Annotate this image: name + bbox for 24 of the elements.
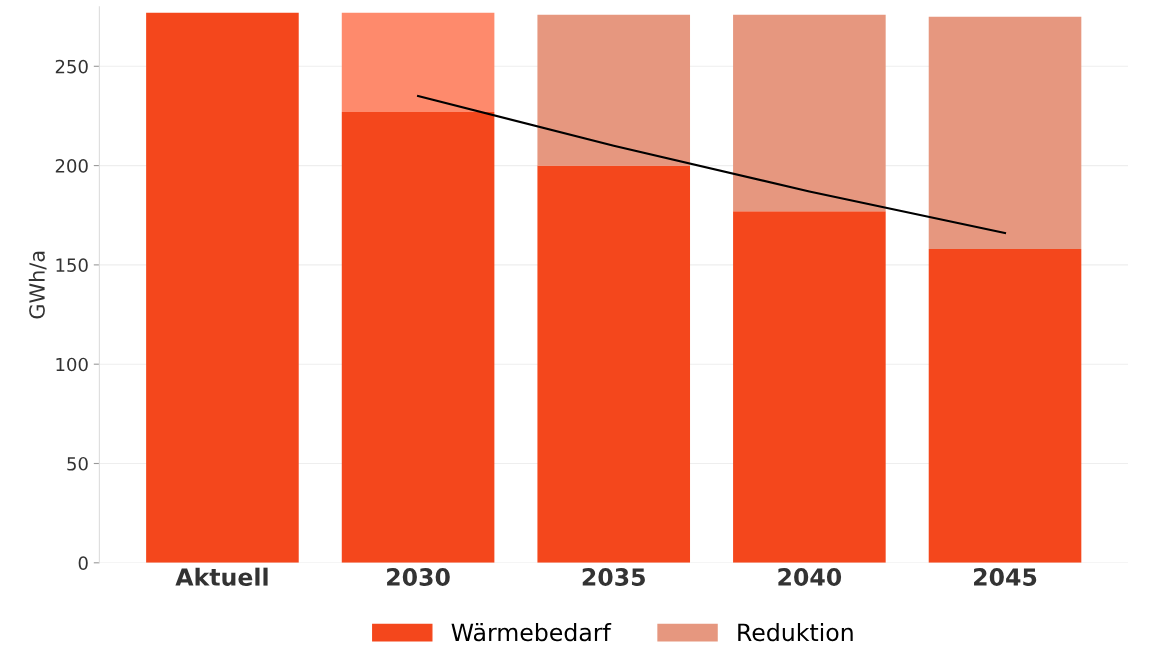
y-tick-label: 0 (78, 556, 88, 570)
x-tick-label: 2045 (974, 568, 1037, 586)
legend-label: Reduktion (738, 622, 853, 642)
bar (537, 14, 691, 166)
bar (537, 165, 691, 563)
y-axis-title: GWh/a (28, 251, 47, 319)
y-tick-label: 200 (55, 159, 88, 173)
x-tick-label: 2030 (387, 568, 450, 586)
y-tick-label: 150 (56, 258, 88, 273)
legend-label: Wärmebedarf (451, 622, 612, 642)
bar (928, 16, 1082, 249)
y-tick-label: 50 (67, 456, 88, 471)
bar (733, 14, 886, 212)
bar (928, 249, 1082, 563)
bar (341, 12, 495, 112)
bar (733, 211, 886, 563)
x-tick-label: Aktuell (175, 567, 268, 586)
y-tick-label: 250 (55, 59, 88, 74)
y-tick-label: 100 (56, 357, 88, 372)
bar (146, 12, 299, 563)
line-series (417, 95, 1007, 235)
bar (341, 111, 495, 563)
x-tick-label: 2040 (778, 568, 842, 586)
x-tick-label: 2035 (582, 568, 645, 586)
